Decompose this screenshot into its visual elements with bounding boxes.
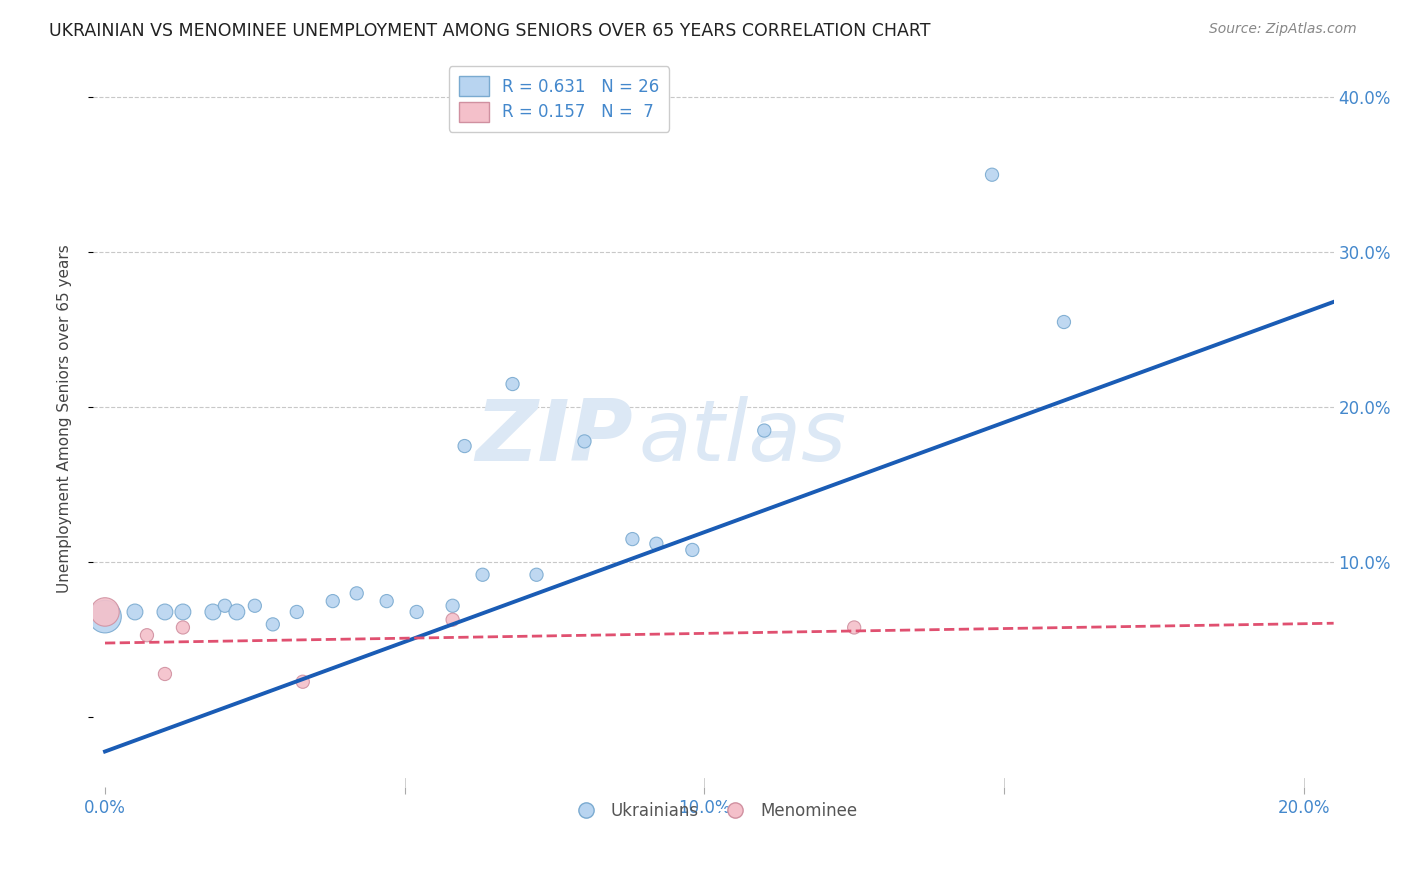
Point [201, 605, 224, 619]
Point [502, 377, 524, 392]
Point [1053, 315, 1076, 329]
Point [172, 605, 194, 619]
Point [754, 424, 776, 438]
Text: Source: ZipAtlas.com: Source: ZipAtlas.com [1209, 22, 1357, 37]
Text: atlas: atlas [638, 396, 846, 479]
Point [322, 594, 344, 608]
Point [844, 620, 866, 634]
Point [214, 599, 236, 613]
Text: UKRAINIAN VS MENOMINEE UNEMPLOYMENT AMONG SENIORS OVER 65 YEARS CORRELATION CHAR: UKRAINIAN VS MENOMINEE UNEMPLOYMENT AMON… [49, 22, 931, 40]
Point [621, 532, 644, 546]
Y-axis label: Unemployment Among Seniors over 65 years: Unemployment Among Seniors over 65 years [58, 244, 72, 593]
Point [405, 605, 427, 619]
Point [94, 605, 117, 619]
Point [262, 617, 284, 632]
Point [441, 599, 464, 613]
Point [375, 594, 398, 608]
Point [285, 605, 308, 619]
Point [153, 667, 176, 681]
Point [225, 605, 247, 619]
Point [94, 609, 117, 624]
Point [681, 543, 703, 558]
Legend: Ukrainians, Menominee: Ukrainians, Menominee [562, 796, 865, 827]
Point [453, 439, 475, 453]
Point [124, 605, 146, 619]
Point [645, 537, 668, 551]
Point [441, 613, 464, 627]
Point [526, 567, 548, 582]
Point [136, 628, 159, 642]
Point [471, 567, 494, 582]
Point [172, 620, 194, 634]
Point [981, 168, 1004, 182]
Point [291, 674, 314, 689]
Point [243, 599, 266, 613]
Point [346, 586, 368, 600]
Text: ZIP: ZIP [475, 396, 633, 479]
Point [153, 605, 176, 619]
Point [574, 434, 596, 449]
